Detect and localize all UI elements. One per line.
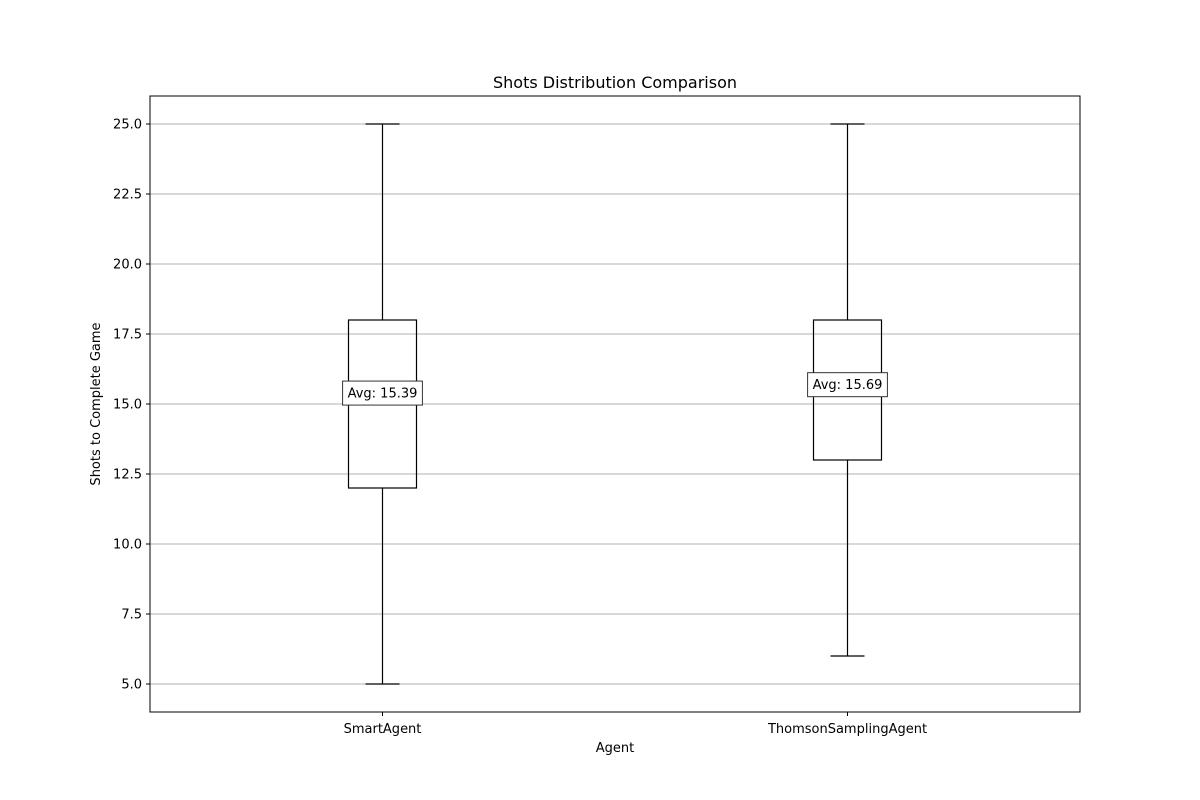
x-axis-ticks: SmartAgent ThomsonSamplingAgent <box>344 712 927 737</box>
box-group: Avg: 15.69 <box>807 123 888 657</box>
y-axis-title: Shots to Complete Game <box>89 322 104 485</box>
mean-annotation-box <box>807 372 888 398</box>
y-axis-ticks: 5.0 7.5 10.0 12.5 15.0 17.5 20.0 22.5 25.0 <box>113 118 150 693</box>
x-axis-title: Agent <box>596 741 634 756</box>
y-tick-label: 5.0 <box>121 678 142 693</box>
box-group: Avg: 15.39 <box>342 123 423 685</box>
plot-frame <box>149 95 1081 713</box>
box-series: Avg: 15.39 Avg: 15.69 <box>342 123 888 685</box>
mean-annotation: Avg: 15.39 <box>342 380 423 406</box>
mean-annotation: Avg: 15.69 <box>807 372 888 398</box>
x-tick-label: SmartAgent <box>344 722 422 737</box>
mean-annotation-label: Avg: 15.39 <box>348 387 418 402</box>
chart-title: Shots Distribution Comparison <box>493 73 737 92</box>
y-tick-label: 7.5 <box>121 608 142 623</box>
y-tick-label: 20.0 <box>113 258 142 273</box>
y-tick-label: 22.5 <box>113 188 142 203</box>
y-tick-label: 10.0 <box>113 538 142 553</box>
y-tick-label: 12.5 <box>113 468 142 483</box>
y-tick-label: 25.0 <box>113 118 142 133</box>
grid-lines <box>150 123 1080 685</box>
y-tick-label: 17.5 <box>113 328 142 343</box>
mean-annotation-label: Avg: 15.69 <box>813 378 883 393</box>
mean-annotation-box <box>342 380 423 406</box>
x-tick-label: ThomsonSamplingAgent <box>767 722 927 737</box>
y-tick-label: 15.0 <box>113 398 142 413</box>
